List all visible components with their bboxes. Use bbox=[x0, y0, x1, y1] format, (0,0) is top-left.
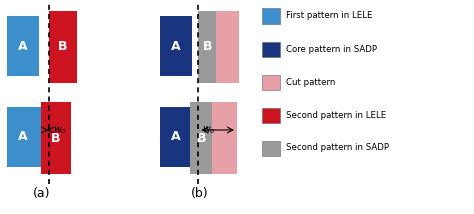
Text: A: A bbox=[171, 40, 181, 52]
Text: Cut pattern: Cut pattern bbox=[286, 77, 336, 86]
Bar bbox=[262, 9, 280, 24]
Bar bbox=[217, 11, 238, 83]
Text: Second pattern in LELE: Second pattern in LELE bbox=[286, 110, 386, 119]
Text: A: A bbox=[18, 40, 27, 52]
Bar bbox=[160, 107, 200, 167]
Bar bbox=[160, 16, 192, 76]
Bar bbox=[7, 107, 46, 167]
Text: B: B bbox=[58, 40, 67, 54]
Bar bbox=[199, 11, 217, 83]
Text: A: A bbox=[171, 131, 181, 144]
Text: B: B bbox=[197, 131, 206, 144]
Text: B: B bbox=[51, 131, 61, 144]
Bar bbox=[7, 16, 38, 76]
Bar bbox=[40, 102, 71, 174]
Text: Second pattern in SADP: Second pattern in SADP bbox=[286, 144, 389, 153]
Bar bbox=[191, 102, 212, 174]
Bar bbox=[262, 74, 280, 89]
Bar bbox=[48, 11, 76, 83]
Text: (b): (b) bbox=[191, 187, 208, 201]
Text: First pattern in LELE: First pattern in LELE bbox=[286, 12, 373, 21]
Text: A: A bbox=[18, 131, 27, 144]
Text: (a): (a) bbox=[33, 187, 50, 201]
Bar bbox=[262, 42, 280, 56]
Text: Core pattern in SADP: Core pattern in SADP bbox=[286, 45, 377, 54]
Bar bbox=[262, 141, 280, 156]
Text: $w_o$: $w_o$ bbox=[53, 124, 66, 136]
Bar bbox=[212, 102, 237, 174]
Bar bbox=[262, 107, 280, 122]
Text: B: B bbox=[203, 40, 212, 54]
Text: $w_o$: $w_o$ bbox=[202, 124, 216, 136]
